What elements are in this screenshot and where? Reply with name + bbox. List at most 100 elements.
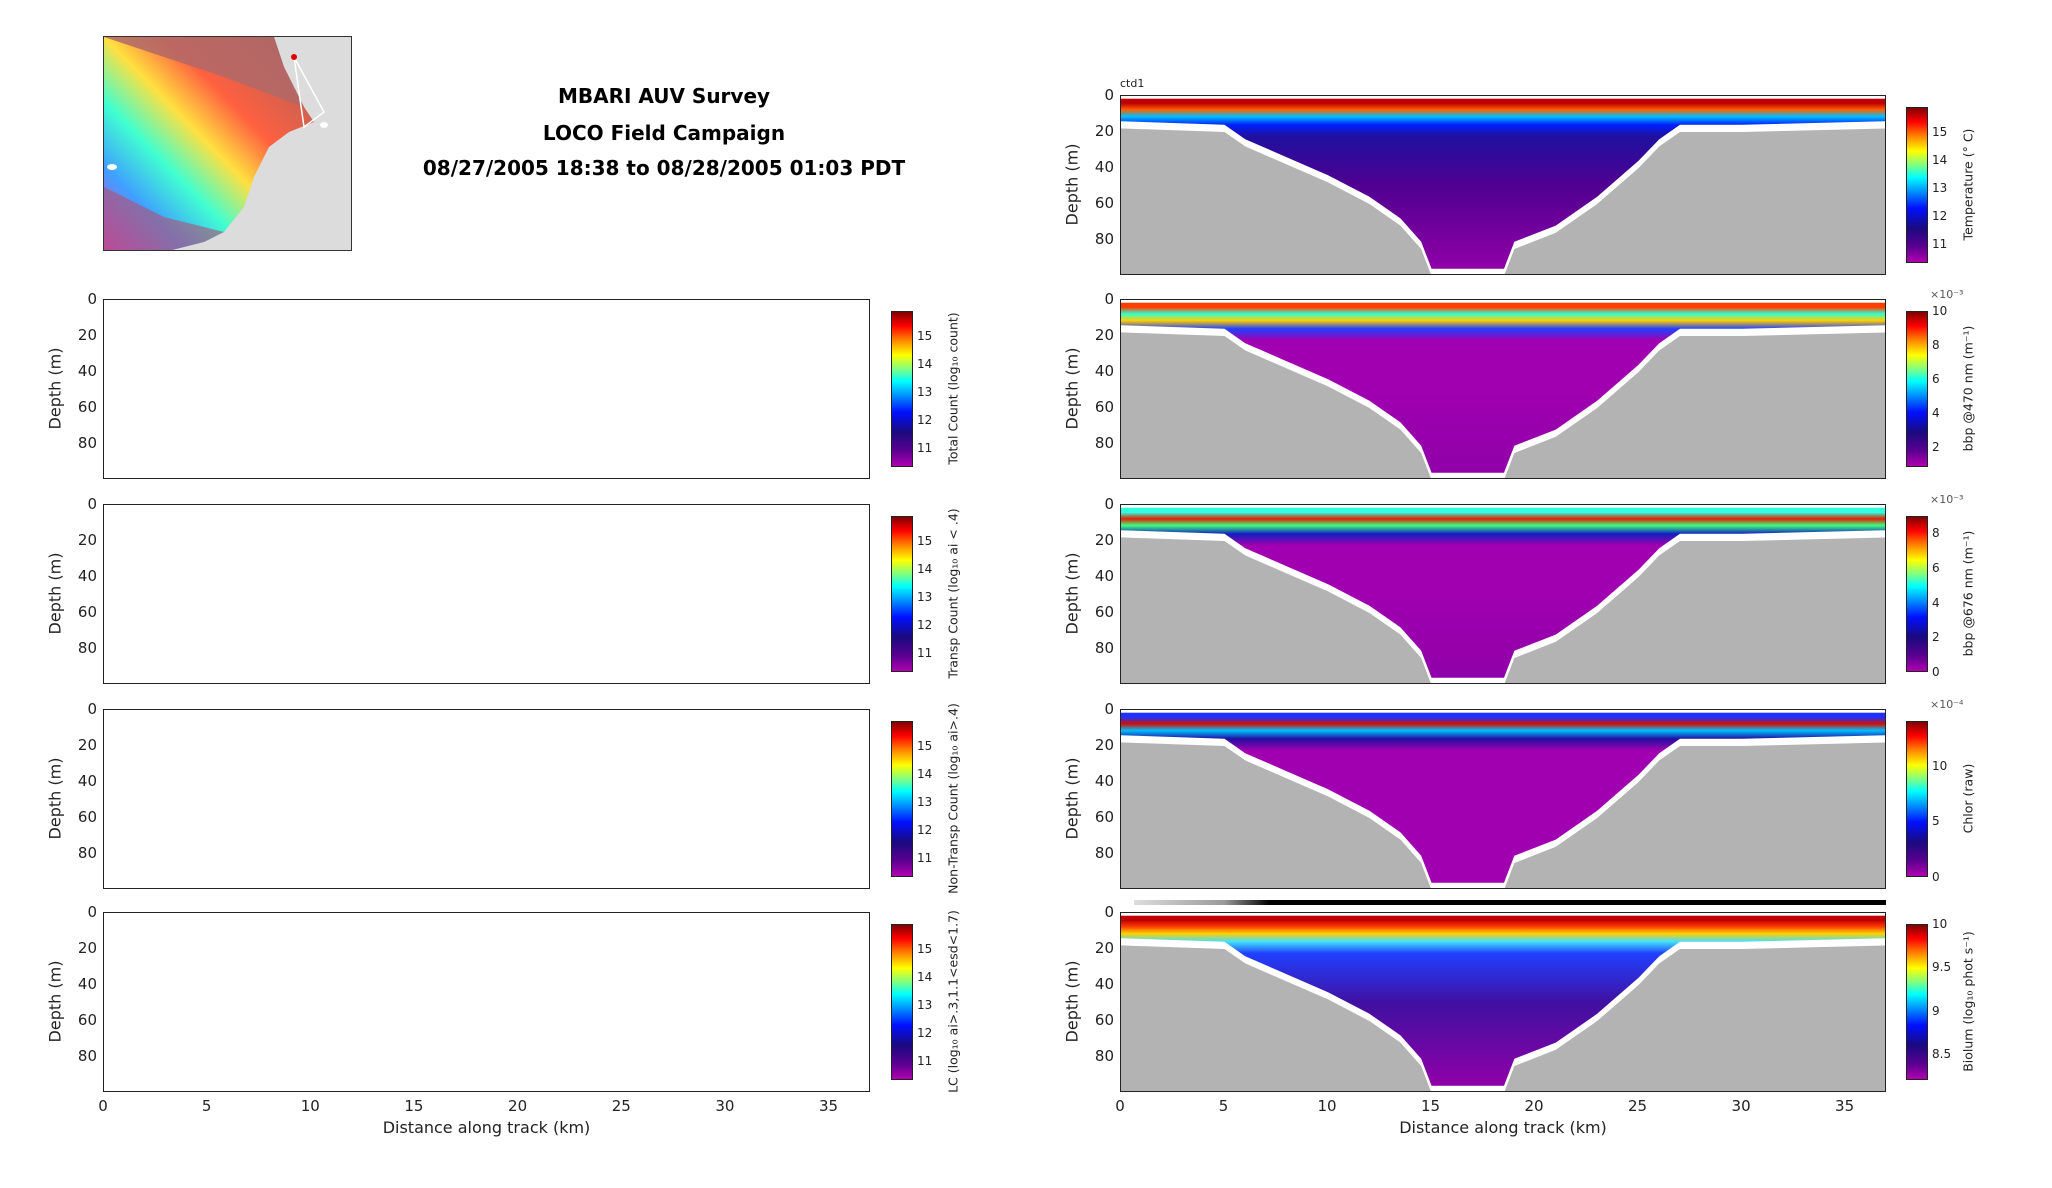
map-terrain	[104, 37, 328, 250]
right-colorbar	[1906, 311, 1928, 467]
left-ylabel: Depth (m)	[45, 757, 65, 840]
right-xtick-label: 15	[1420, 1097, 1441, 1115]
left-colorbar-tick: 13	[917, 794, 933, 809]
left-xtick-label: 10	[300, 1097, 320, 1115]
right-ytick-label: 40	[1094, 158, 1114, 176]
right-ytick-label: 60	[1094, 1011, 1114, 1029]
right-colorbar-exponent: ×10⁻³	[1930, 493, 1964, 506]
left-colorbar-tick: 13	[917, 997, 933, 1012]
left-xtick-label: 20	[508, 1097, 528, 1115]
ctd-label: ctd1	[1120, 77, 1145, 90]
left-colorbar-tick: 12	[917, 412, 933, 427]
right-xtick-label: 25	[1628, 1097, 1648, 1115]
left-colorbar-tick: 14	[917, 356, 933, 371]
left-plot-axes	[103, 912, 870, 1092]
left-ytick-label: 0	[87, 495, 97, 513]
left-ytick-label: 20	[77, 939, 97, 957]
section-plot-2	[1120, 504, 1886, 684]
right-colorbar-tick: 6	[1932, 371, 1940, 386]
biolum-instrument-bar	[1134, 900, 1886, 905]
right-colorbar-tick: 6	[1932, 561, 1940, 575]
left-colorbar-tick: 15	[917, 942, 933, 957]
section-plot-1	[1120, 299, 1886, 479]
seafloor-bathymetry	[1121, 128, 1885, 274]
right-colorbar-tick: 0	[1932, 870, 1940, 884]
right-colorbar-tick: 4	[1932, 595, 1940, 610]
right-colorbar-tick: 8.5	[1932, 1047, 1952, 1061]
right-colorbar-label: Chlor (raw)	[1960, 763, 1976, 834]
right-ytick-label: 20	[1094, 122, 1114, 140]
title-line-1: MBARI AUV Survey	[557, 84, 771, 108]
left-colorbar-tick: 14	[917, 766, 933, 781]
right-ylabel: Depth (m)	[1062, 960, 1082, 1043]
water-column-field	[1121, 717, 1885, 883]
surface-layer	[1121, 712, 1885, 719]
left-ylabel: Depth (m)	[45, 347, 65, 430]
right-xtick-label: 10	[1317, 1097, 1337, 1115]
seafloor-bathymetry	[1121, 332, 1885, 478]
right-colorbar-label: Temperature (° C)	[1960, 128, 1976, 241]
left-xtick-label: 5	[201, 1097, 212, 1115]
surface-layer	[1121, 302, 1885, 309]
right-colorbar-tick: 9.5	[1932, 960, 1952, 975]
right-colorbar-tick: 15	[1932, 125, 1948, 140]
right-xtick-label: 30	[1731, 1097, 1751, 1115]
left-colorbar-tick: 13	[917, 384, 933, 399]
left-ytick-label: 20	[77, 326, 97, 344]
water-column-field	[1121, 103, 1885, 269]
right-colorbar-tick: 8	[1932, 337, 1940, 352]
right-xtick-label: 0	[1115, 1097, 1125, 1115]
left-xtick-label: 30	[715, 1097, 735, 1115]
left-ytick-label: 60	[77, 1011, 97, 1029]
left-ytick-label: 0	[87, 290, 97, 308]
surface-layer	[1121, 98, 1885, 105]
right-ytick-label: 40	[1094, 567, 1114, 585]
right-ylabel: Depth (m)	[1062, 757, 1082, 840]
left-colorbar-tick: 15	[917, 739, 933, 754]
right-ytick-label: 20	[1094, 736, 1114, 754]
seafloor-bathymetry	[1121, 537, 1885, 683]
left-colorbar-tick: 13	[917, 589, 933, 604]
right-colorbar-tick: 11	[1932, 236, 1948, 251]
left-ytick-label: 0	[87, 700, 97, 718]
left-ytick-label: 20	[77, 531, 97, 549]
right-colorbar-tick: 0	[1932, 665, 1940, 679]
left-colorbar-label: Total Count (log₁₀ count)	[945, 312, 961, 465]
section-plot-3	[1120, 709, 1886, 889]
survey-start-marker	[291, 54, 297, 60]
left-colorbar-tick: 15	[917, 329, 933, 344]
title-line-2: LOCO Field Campaign	[542, 121, 786, 145]
left-colorbar	[891, 516, 913, 672]
right-colorbar-label: bbp @676 nm (m⁻¹)	[1960, 530, 1976, 657]
seafloor-bathymetry	[1121, 945, 1885, 1091]
right-colorbar-tick: 10	[1932, 917, 1948, 931]
water-column-field	[1121, 920, 1885, 1086]
right-ytick-label: 60	[1094, 398, 1114, 416]
left-ytick-label: 60	[77, 398, 97, 416]
right-colorbar-tick: 2	[1932, 630, 1940, 645]
left-xtick-label: 15	[404, 1097, 424, 1115]
left-colorbar-tick: 14	[917, 969, 933, 984]
left-plot-axes	[103, 299, 870, 479]
right-xtick-label: 5	[1218, 1097, 1229, 1115]
right-colorbar	[1906, 721, 1928, 877]
right-colorbar-label: bbp @470 nm (m⁻¹)	[1960, 325, 1976, 452]
right-ylabel: Depth (m)	[1062, 143, 1082, 226]
surface-layer	[1121, 507, 1885, 514]
right-ytick-label: 80	[1094, 434, 1114, 452]
right-ytick-label: 0	[1104, 495, 1114, 513]
left-ytick-label: 40	[77, 975, 97, 993]
title-line-3: 08/27/2005 18:38 to 08/28/2005 01:03 PDT	[422, 156, 906, 180]
left-colorbar-tick: 11	[917, 645, 933, 660]
right-colorbar-tick: 5	[1932, 814, 1940, 829]
left-colorbar-tick: 15	[917, 534, 933, 549]
left-ytick-label: 80	[77, 434, 97, 452]
section-plot-0	[1120, 95, 1886, 275]
left-ytick-label: 60	[77, 603, 97, 621]
left-plot-axes	[103, 504, 870, 684]
left-ytick-label: 0	[87, 903, 97, 921]
right-ytick-label: 80	[1094, 639, 1114, 657]
right-ytick-label: 0	[1104, 700, 1114, 718]
left-colorbar	[891, 311, 913, 467]
